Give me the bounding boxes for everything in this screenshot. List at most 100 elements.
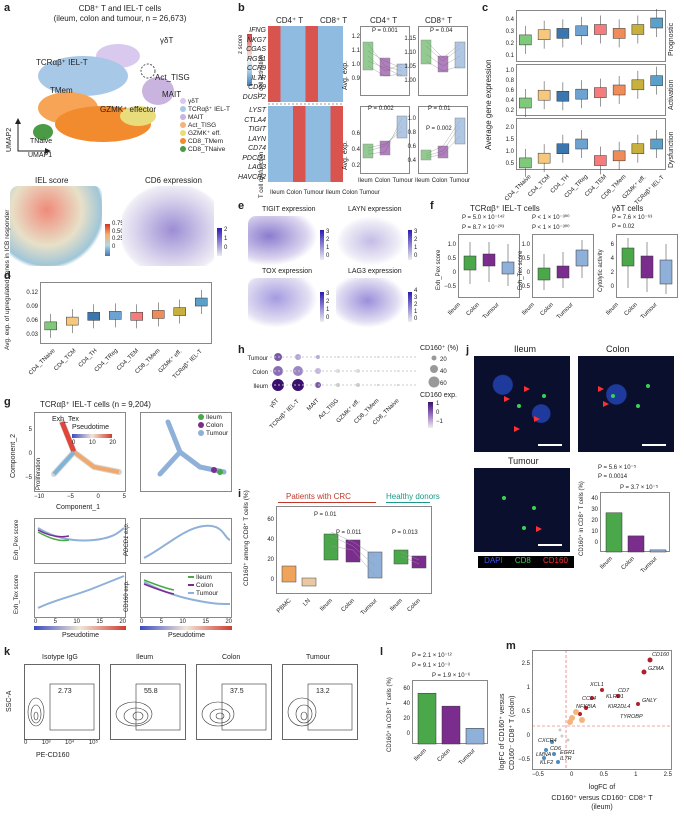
e-umap-4 bbox=[336, 278, 406, 328]
heat-cell bbox=[305, 172, 318, 182]
b-yt-top-cd8: 1.15 1.10 1.05 1.00 bbox=[404, 36, 416, 84]
c-row-act: Activation bbox=[668, 79, 675, 110]
heat-cell bbox=[280, 115, 293, 125]
c-box bbox=[631, 24, 645, 35]
i-ylabel: CD160⁺ among CD8⁺ T cells (%) bbox=[243, 490, 250, 586]
g-prolif: Proliferation bbox=[36, 457, 42, 490]
c-yt-dys: 2.0 1.5 1.0 0.5 bbox=[505, 125, 514, 167]
j-img-ileum bbox=[474, 356, 570, 452]
heat-cell bbox=[293, 153, 306, 163]
m-scatter bbox=[532, 650, 672, 770]
heat-cell bbox=[280, 73, 293, 83]
p-top-cd4: P = 0.001 bbox=[372, 28, 398, 34]
j-title-colon: Colon bbox=[606, 344, 630, 354]
m-ylabel-2: CD160⁻ CD8⁺ T (colon) bbox=[509, 695, 516, 770]
heat-cell bbox=[318, 45, 331, 55]
k-title-4: Tumour bbox=[306, 654, 330, 661]
heat-cell bbox=[318, 106, 331, 116]
cluster-gdt: γδT bbox=[160, 36, 174, 45]
c-box bbox=[594, 87, 607, 98]
c-box bbox=[556, 143, 570, 154]
heat-cell bbox=[280, 172, 293, 182]
heat-cell bbox=[318, 26, 331, 36]
panel-label-m: m bbox=[506, 640, 516, 652]
c-box-act bbox=[516, 64, 666, 116]
j-ylabel: CD160⁺ in CD8⁺ T cells (%) bbox=[579, 481, 585, 556]
heat-cell bbox=[293, 163, 306, 173]
f-p2b: P < 1 × 10⁻³⁰⁰ bbox=[532, 225, 570, 231]
g-comp1: Component_1 bbox=[56, 504, 100, 511]
heat-cell bbox=[293, 45, 306, 55]
g-line-legend: Ileum Colon Tumour bbox=[188, 574, 218, 598]
heat-cell bbox=[293, 73, 306, 83]
d-box bbox=[66, 316, 79, 326]
genes-dysfunction: LYST CTLA4 TIGIT LAYN CD74 PDCD1 LAG3 HAVCR2 bbox=[237, 107, 266, 181]
heat-cell bbox=[318, 92, 331, 102]
b-yt-bot-cd8: 1.0 0.8 0.6 0.4 bbox=[407, 116, 416, 164]
l-p2: P = 9.1 × 10⁻³ bbox=[412, 663, 450, 669]
g-line-3 bbox=[34, 572, 126, 618]
heat-cell bbox=[268, 172, 281, 182]
heat-cell bbox=[318, 134, 331, 144]
j-img-colon bbox=[578, 356, 674, 452]
heat-cell bbox=[330, 172, 343, 182]
m-xlabel-3: (ileum) bbox=[591, 804, 613, 811]
heat-cell bbox=[268, 54, 281, 64]
heat-cell bbox=[293, 26, 306, 36]
heat-cell bbox=[330, 54, 343, 64]
f-xticks: Ileum Colon Tumour Ileum Colon Tumour Il… bbox=[447, 302, 659, 321]
p-bot-cd4: P = 0.002 bbox=[368, 106, 394, 112]
c-box bbox=[575, 88, 588, 100]
p-bot-cd8a: P = 0.01 bbox=[428, 106, 451, 112]
i-grp2-line bbox=[386, 502, 430, 503]
panel-label-l: l bbox=[380, 646, 384, 658]
panel-label-h: h bbox=[238, 344, 245, 356]
e-cbar-2 bbox=[408, 230, 412, 260]
c-boxplots bbox=[519, 9, 663, 177]
heat-cell bbox=[330, 115, 343, 125]
g-trajectories bbox=[51, 419, 227, 477]
d-box bbox=[173, 307, 186, 316]
cd6-umap bbox=[122, 186, 214, 266]
heat-cell bbox=[268, 106, 281, 116]
heat-cell bbox=[268, 125, 281, 135]
d-box bbox=[44, 321, 57, 331]
g-yt: 5 0 −5 bbox=[25, 427, 32, 481]
i-grp1-line bbox=[278, 502, 376, 503]
heat-cell bbox=[280, 134, 293, 144]
e-cbar-4 bbox=[408, 292, 412, 322]
heat-cell bbox=[280, 26, 293, 36]
heat-head-cd4: CD4⁺ T bbox=[276, 16, 304, 25]
j-bars bbox=[605, 512, 667, 553]
i-box bbox=[276, 506, 432, 594]
e-umap-2 bbox=[336, 216, 406, 266]
heat-cell bbox=[305, 45, 318, 55]
heat-cell bbox=[318, 115, 331, 125]
zscore-colorbar bbox=[247, 34, 252, 86]
heat-cell bbox=[318, 144, 331, 154]
i-p3: P = 0.013 bbox=[392, 530, 418, 536]
heat-head-cd8: CD8⁺ T bbox=[320, 16, 348, 25]
b-bot-cd4 bbox=[360, 106, 410, 174]
k-title-2: Ileum bbox=[136, 654, 154, 661]
j-p2: P = 0.0014 bbox=[598, 474, 628, 480]
h-rows: Tumour Colon Ileum bbox=[247, 356, 268, 390]
e-title-1: TIGIT expression bbox=[262, 206, 316, 213]
c-ylabel: Average gene expression bbox=[484, 59, 493, 150]
k-flow-1 bbox=[24, 664, 100, 740]
heat-cell bbox=[293, 83, 306, 93]
g-traj-2 bbox=[140, 412, 232, 492]
heat-cell bbox=[305, 125, 318, 135]
b-yt-top-cd4: 1.2 1.1 1.0 0.9 bbox=[351, 34, 360, 82]
heat-cell bbox=[280, 54, 293, 64]
heat-cell bbox=[318, 73, 331, 83]
heat-cell bbox=[280, 92, 293, 102]
h-colorbar bbox=[428, 402, 433, 428]
heat-cell bbox=[305, 35, 318, 45]
f-head-iel: TCRαβ⁺ IEL-T cells bbox=[470, 204, 540, 213]
panel-a-subtitle: (ileum, colon and tumour, n = 26,673) bbox=[53, 14, 187, 23]
heat-cell bbox=[280, 83, 293, 93]
